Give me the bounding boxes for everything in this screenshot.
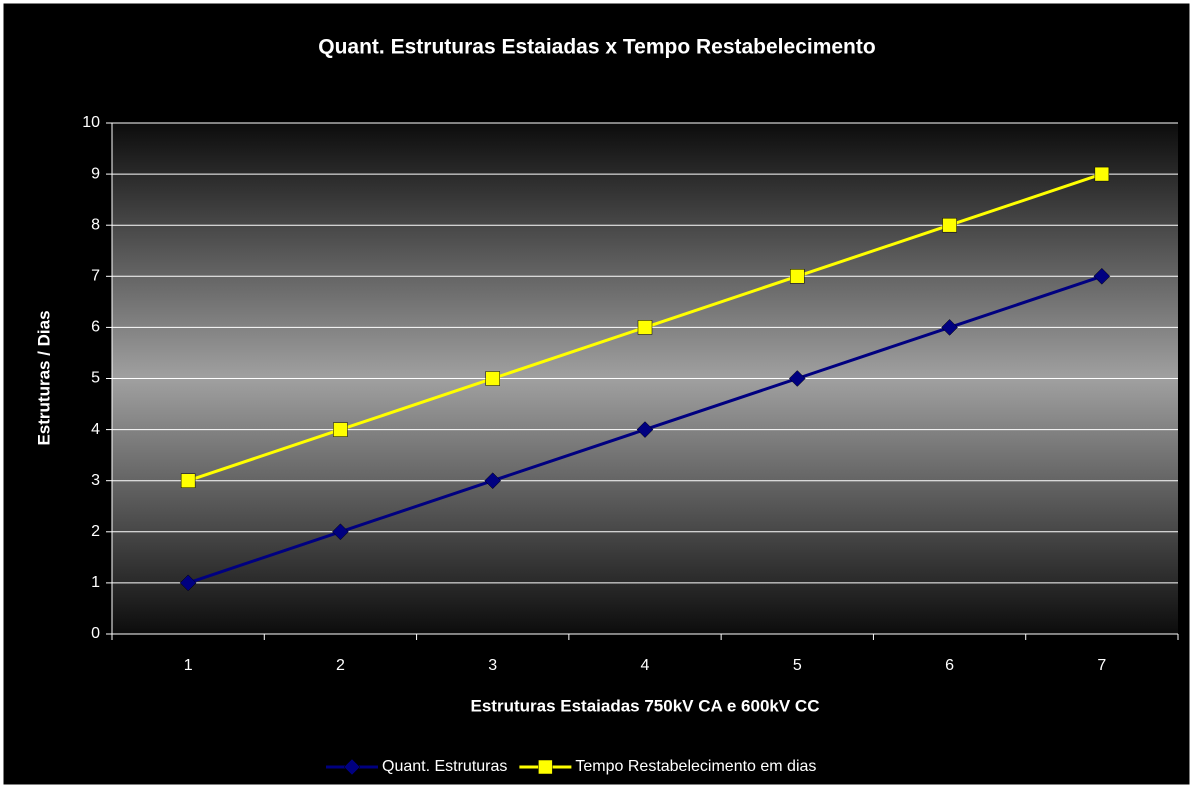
y-tick-label: 10	[82, 114, 100, 131]
legend-label: Tempo Restabelecimento em dias	[575, 758, 816, 775]
y-tick-label: 6	[91, 319, 100, 336]
data-point	[1094, 166, 1110, 182]
data-point	[179, 574, 197, 592]
data-point	[636, 421, 654, 438]
y-tick-label: 8	[91, 216, 100, 233]
y-tick-label: 4	[91, 421, 100, 438]
data-point	[333, 422, 348, 437]
x-tick-label: 1	[184, 657, 193, 674]
data-point	[790, 269, 805, 284]
x-tick-label: 5	[793, 657, 802, 674]
legend-label: Quant. Estruturas	[382, 758, 507, 775]
data-point	[484, 472, 502, 490]
legend-marker	[343, 758, 361, 776]
y-tick-label: 9	[91, 165, 100, 182]
x-tick-label: 4	[641, 657, 650, 674]
data-point	[485, 371, 500, 386]
y-tick-label: 1	[91, 574, 100, 591]
data-point	[332, 523, 349, 541]
data-point	[788, 370, 806, 387]
x-tick-label: 3	[488, 657, 497, 674]
data-point	[941, 319, 958, 336]
y-tick-label: 7	[91, 268, 100, 285]
data-point	[1093, 267, 1111, 285]
y-tick-label: 5	[91, 370, 100, 387]
chart-title: Quant. Estruturas Estaiadas x Tempo Rest…	[318, 36, 875, 59]
x-tick-label: 2	[336, 657, 345, 674]
data-point	[942, 217, 957, 233]
data-point	[637, 320, 653, 335]
y-tick-label: 2	[91, 523, 100, 540]
x-axis-label: Estruturas Estaiadas 750kV CA e 600kV CC	[471, 696, 820, 715]
x-tick-label: 6	[945, 657, 954, 674]
data-point	[180, 473, 196, 488]
x-tick-label: 7	[1097, 657, 1106, 674]
y-tick-label: 0	[91, 625, 100, 642]
y-axis-label: Estruturas / Dias	[34, 310, 53, 445]
y-tick-label: 3	[91, 472, 100, 489]
legend-marker	[538, 759, 553, 775]
